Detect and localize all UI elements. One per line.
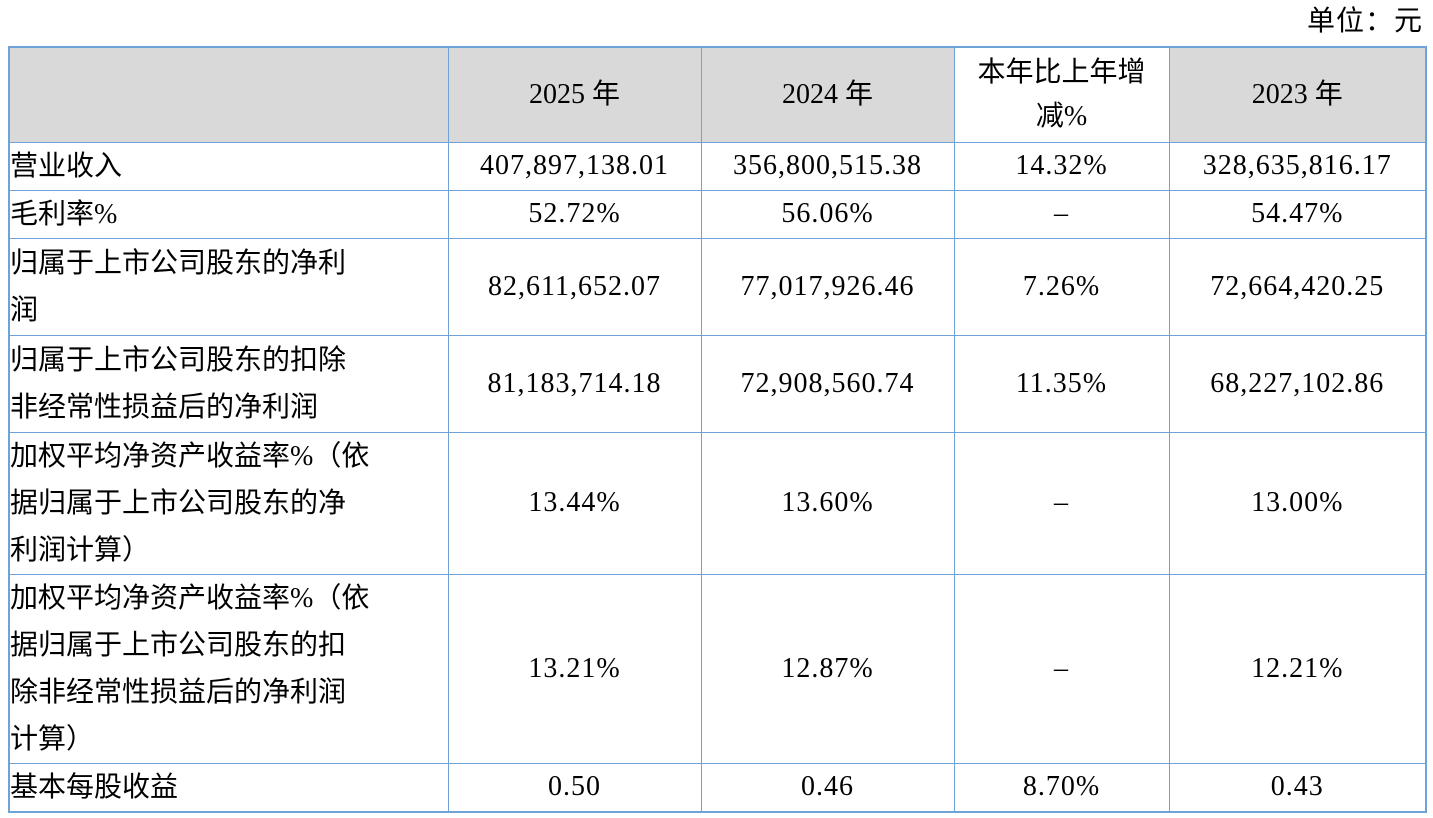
cell-value-change: –: [953, 189, 1170, 239]
cell-value-2024: 72,908,560.74: [700, 334, 955, 433]
row-label-text: 归属于上市公司股东的净利润: [10, 247, 347, 326]
cell-value-2025: 0.50: [447, 762, 702, 812]
cell-value-2024: 0.46: [700, 762, 955, 812]
table-row-basic-eps: 基本每股收益 0.50 0.46 8.70% 0.43: [8, 762, 1427, 812]
cell-value-2023: 328,635,816.17: [1168, 141, 1427, 191]
table-row-revenue: 营业收入 407,897,138.01 356,800,515.38 14.32…: [8, 141, 1427, 191]
cell-value-change: 7.26%: [953, 237, 1170, 336]
cell-value-2024: 12.87%: [700, 573, 955, 764]
column-header-2023: 2023 年: [1168, 46, 1427, 143]
cell-value-2025: 407,897,138.01: [447, 141, 702, 191]
row-label: 加权平均净资产收益率%（依据归属于上市公司股东的净利润计算）: [8, 431, 449, 575]
row-label-text: 毛利率%: [10, 198, 118, 230]
unit-label: 单位：元: [1306, 6, 1423, 37]
cell-value-2023: 54.47%: [1168, 189, 1427, 239]
table-row-net-profit-excl-nonrecurring: 归属于上市公司股东的扣除非经常性损益后的净利润 81,183,714.18 72…: [8, 334, 1427, 433]
cell-value-2025: 13.44%: [447, 431, 702, 575]
cell-value-change: 11.35%: [953, 334, 1170, 433]
cell-value-2024: 77,017,926.46: [700, 237, 955, 336]
table-row-weighted-roe-excl-nonrecurring: 加权平均净资产收益率%（依据归属于上市公司股东的扣除非经常性损益后的净利润计算）…: [8, 573, 1427, 764]
cell-value-2025: 52.72%: [447, 189, 702, 239]
cell-value-2024: 56.06%: [700, 189, 955, 239]
table-row-weighted-roe: 加权平均净资产收益率%（依据归属于上市公司股东的净利润计算） 13.44% 13…: [8, 431, 1427, 575]
financial-summary-table: 2025 年 2024 年 本年比上年增减% 2023 年 营业收入 407,8…: [8, 46, 1427, 813]
cell-value-change: 14.32%: [953, 141, 1170, 191]
row-label: 营业收入: [8, 141, 449, 191]
cell-value-2025: 82,611,652.07: [447, 237, 702, 336]
row-label: 加权平均净资产收益率%（依据归属于上市公司股东的扣除非经常性损益后的净利润计算）: [8, 573, 449, 764]
row-label-text: 基本每股收益: [10, 771, 179, 803]
column-header-blank: [8, 46, 449, 143]
table-header-row: 2025 年 2024 年 本年比上年增减% 2023 年: [8, 46, 1427, 143]
cell-value-2023: 72,664,420.25: [1168, 237, 1427, 336]
row-label: 归属于上市公司股东的净利润: [8, 237, 449, 336]
column-header-change: 本年比上年增减%: [953, 46, 1170, 143]
cell-value-change: –: [953, 573, 1170, 764]
cell-value-2023: 68,227,102.86: [1168, 334, 1427, 433]
row-label: 归属于上市公司股东的扣除非经常性损益后的净利润: [8, 334, 449, 433]
cell-value-2023: 0.43: [1168, 762, 1427, 812]
cell-value-2023: 13.00%: [1168, 431, 1427, 575]
table-row-gross-margin: 毛利率% 52.72% 56.06% – 54.47%: [8, 189, 1427, 239]
cell-value-2024: 356,800,515.38: [700, 141, 955, 191]
cell-value-2025: 13.21%: [447, 573, 702, 764]
table-row-net-profit: 归属于上市公司股东的净利润 82,611,652.07 77,017,926.4…: [8, 237, 1427, 336]
row-label: 基本每股收益: [8, 762, 449, 812]
cell-value-2025: 81,183,714.18: [447, 334, 702, 433]
cell-value-change: 8.70%: [953, 762, 1170, 812]
row-label: 毛利率%: [8, 189, 449, 239]
row-label-text: 加权平均净资产收益率%（依据归属于上市公司股东的净利润计算）: [10, 440, 370, 566]
cell-value-change: –: [953, 431, 1170, 575]
cell-value-2024: 13.60%: [700, 431, 955, 575]
cell-value-2023: 12.21%: [1168, 573, 1427, 764]
column-header-2024: 2024 年: [700, 46, 955, 143]
column-header-2025: 2025 年: [447, 46, 702, 143]
row-label-text: 营业收入: [10, 150, 123, 182]
row-label-text: 归属于上市公司股东的扣除非经常性损益后的净利润: [10, 344, 347, 423]
row-label-text: 加权平均净资产收益率%（依据归属于上市公司股东的扣除非经常性损益后的净利润计算）: [10, 582, 370, 755]
